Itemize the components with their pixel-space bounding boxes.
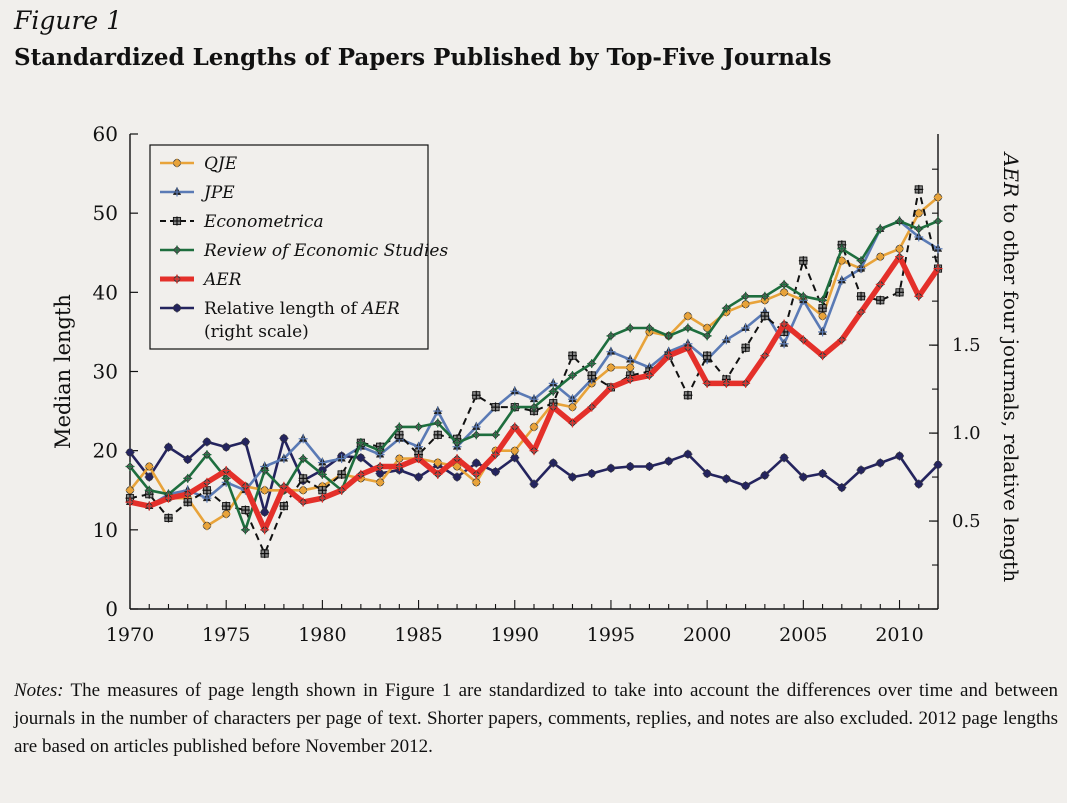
legend-label-italic: QJE bbox=[204, 154, 238, 174]
y-tick-label: 30 bbox=[93, 360, 118, 384]
y-tick-label: 40 bbox=[93, 280, 118, 304]
chart-series bbox=[125, 184, 943, 559]
x-tick-label: 1980 bbox=[298, 624, 346, 646]
y-tick-label: 0 bbox=[105, 597, 118, 621]
x-tick-label: 2005 bbox=[779, 624, 827, 646]
y-tick-label: 20 bbox=[93, 439, 118, 463]
x-tick-label: 1975 bbox=[202, 624, 250, 646]
legend-label-italic: Econometrica bbox=[203, 212, 324, 232]
legend-label-italic: AER bbox=[202, 270, 242, 290]
notes-lead: Notes: bbox=[14, 680, 64, 701]
x-tick-label: 2010 bbox=[875, 624, 923, 646]
x-tick-label: 1990 bbox=[491, 624, 539, 646]
legend-label: Econometrica bbox=[203, 212, 324, 232]
y-right-tick-label: 1.5 bbox=[952, 335, 981, 356]
y-axis-right-label: AER to other four journals, relative len… bbox=[999, 151, 1023, 582]
legend-entry: JPE bbox=[160, 183, 235, 203]
x-tick-label: 2000 bbox=[683, 624, 731, 646]
legend-label-italic: AER bbox=[360, 299, 400, 319]
legend-label: Review of Economic Studies bbox=[203, 241, 448, 261]
y-axis-right-label-italic: AER bbox=[999, 151, 1023, 197]
y-axis-right-label-rest: to other four journals, relative length bbox=[999, 197, 1023, 582]
y-axis-label: Median length bbox=[51, 294, 75, 449]
legend-label: Relative length of AER bbox=[204, 299, 400, 319]
x-tick-label: 1985 bbox=[394, 624, 442, 646]
legend-entry: Review of Economic Studies bbox=[160, 241, 448, 261]
y-tick-label: 50 bbox=[93, 201, 118, 225]
legend-entry: AER bbox=[160, 270, 242, 290]
y-right-tick-label: 0.5 bbox=[952, 511, 981, 532]
legend-box bbox=[149, 144, 429, 350]
legend-entry: Econometrica bbox=[160, 212, 324, 232]
y-right-tick-label: 1.0 bbox=[952, 423, 981, 444]
legend-label-text: Relative length of bbox=[204, 299, 362, 319]
series-review-of-economic-studies bbox=[125, 216, 943, 535]
chart-legend: QJE JPE Econometrica Review of Economic Stu… bbox=[149, 144, 448, 350]
figure-notes: Notes: The measures of page length shown… bbox=[14, 677, 1058, 761]
legend-label: QJE bbox=[204, 154, 238, 174]
figure-title: Standardized Lengths of Papers Published… bbox=[14, 44, 832, 71]
x-tick-label: 1970 bbox=[106, 624, 154, 646]
legend-entry: QJE bbox=[160, 154, 238, 174]
y-tick-label: 10 bbox=[93, 518, 118, 542]
legend-label: AER bbox=[202, 270, 242, 290]
y-tick-label: 60 bbox=[93, 122, 118, 146]
line-chart: 0 10 20 30 40 50 60 0.5 1.0 1.5 1970 1975 1980 1985 19… bbox=[51, 122, 1023, 646]
legend-label: JPE bbox=[201, 183, 235, 203]
legend-label-italic: Review of Economic Studies bbox=[203, 241, 448, 261]
series-aer bbox=[125, 252, 943, 535]
chart-axes: 0 10 20 30 40 50 60 0.5 1.0 1.5 1970 1975 1980 1985 19… bbox=[51, 122, 1023, 646]
legend-label-italic: JPE bbox=[201, 183, 235, 203]
x-tick-label: 1995 bbox=[587, 624, 635, 646]
legend-entry: Relative length of AER (right scale) bbox=[160, 299, 400, 342]
notes-text: The measures of page length shown in Fig… bbox=[14, 680, 1058, 757]
figure-label: Figure 1 bbox=[14, 6, 123, 35]
legend-label-line2: (right scale) bbox=[204, 322, 309, 342]
